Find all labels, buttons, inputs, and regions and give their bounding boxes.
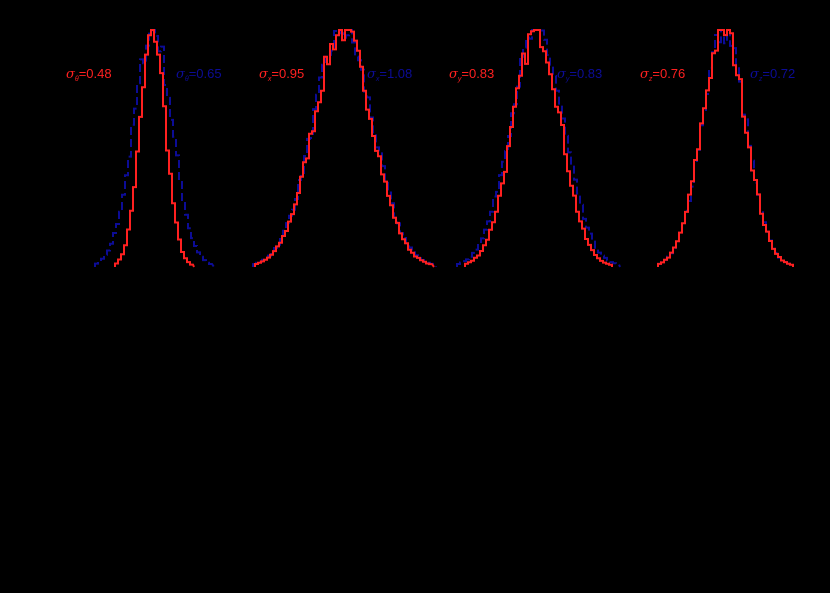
histogram-panel-3-red [464,29,613,267]
histogram-panel-4-red [657,29,794,267]
label-panel-4-red: σz=0.76 [640,66,686,84]
label-panel-1-blue: σθ=0.65 [176,66,222,84]
label-panel-3-red: σy=0.83 [449,66,495,84]
histogram-panel-1-red [114,29,195,268]
label-panel-2-blue: σx=1.08 [367,66,413,84]
label-panel-3-blue: σy=0.83 [557,66,603,84]
histogram-panel-3-blue [456,29,621,268]
label-panel-1-red: σθ=0.48 [66,66,112,84]
label-panel-4-blue: σz=0.72 [750,66,796,84]
label-panel-2-red: σx=0.95 [259,66,305,84]
histogram-panel-2-red [254,29,435,268]
